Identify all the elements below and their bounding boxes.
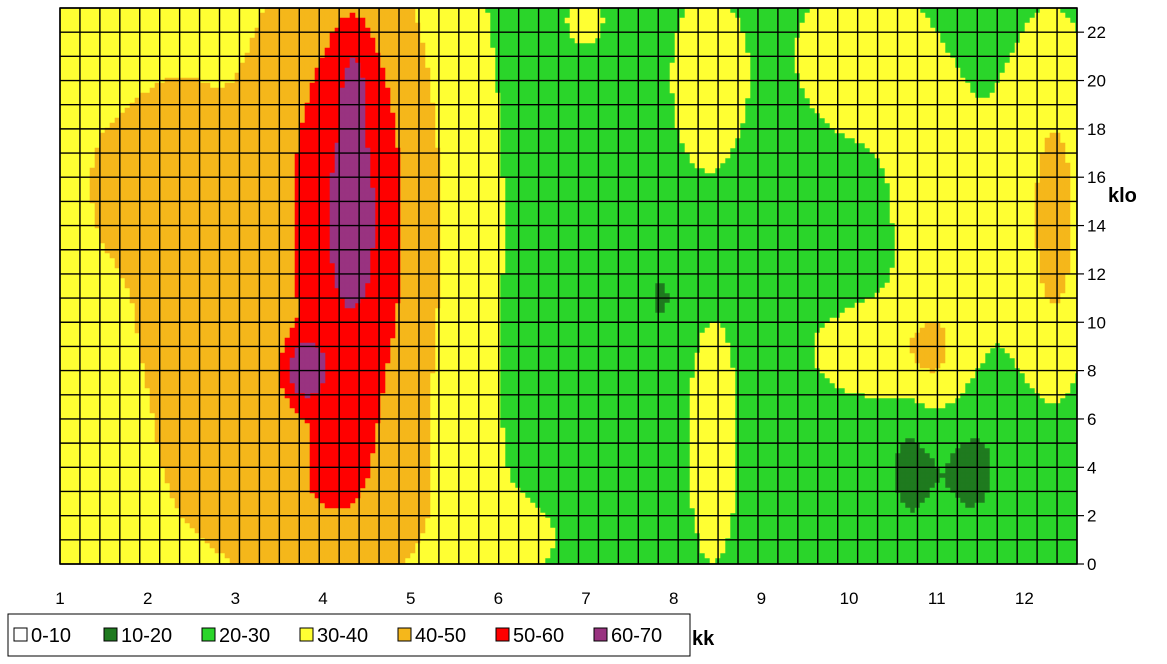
x-tick-label: 4 <box>318 589 327 608</box>
x-tick-label: 12 <box>1015 589 1034 608</box>
x-tick-label: 3 <box>231 589 240 608</box>
legend-label: 40-50 <box>415 625 466 647</box>
legend-swatch <box>103 627 118 642</box>
y-tick-label: 22 <box>1087 23 1106 42</box>
x-tick-label: 10 <box>840 589 859 608</box>
legend-label: 20-30 <box>219 625 270 647</box>
legend-item: 50-60 <box>495 625 564 647</box>
contour-region-40-50 <box>89 8 1071 564</box>
x-tick-label: 8 <box>669 589 678 608</box>
y-tick-label: 8 <box>1087 362 1096 381</box>
x-tick-label: 7 <box>581 589 590 608</box>
x-tick-label: 5 <box>406 589 415 608</box>
legend-label: 30-40 <box>317 625 368 647</box>
x-axis-title: kk <box>692 628 715 650</box>
legend-swatch <box>397 627 412 642</box>
x-tick-label: 11 <box>928 589 946 608</box>
x-tick-label: 2 <box>143 589 152 608</box>
legend-item: 20-30 <box>201 625 270 647</box>
y-tick-label: 18 <box>1087 120 1106 139</box>
y-tick-label: 10 <box>1087 313 1106 332</box>
y-axis: 0 2 4 6 8 10 12 14 16 18 20 22 <box>1077 23 1106 574</box>
y-tick-label: 20 <box>1087 72 1106 91</box>
legend-label: 60-70 <box>611 625 662 647</box>
plot-frame <box>59 7 1078 565</box>
legend: 0-10 10-20 20-30 30-40 40-50 50-60 60-70 <box>7 613 691 657</box>
y-tick-label: 14 <box>1087 217 1106 236</box>
y-tick-label: 12 <box>1087 265 1106 284</box>
x-axis: 1 2 3 4 5 6 7 8 9 10 11 12 <box>55 589 1034 608</box>
y-tick-label: 16 <box>1087 168 1106 187</box>
plot-area <box>60 8 1077 564</box>
legend-item: 0-10 <box>13 625 71 647</box>
x-tick-label: 9 <box>757 589 766 608</box>
legend-swatch <box>13 627 28 642</box>
legend-swatch <box>593 627 608 642</box>
legend-item: 40-50 <box>397 625 466 647</box>
legend-label: 0-10 <box>31 625 71 647</box>
x-tick-label: 1 <box>55 589 64 608</box>
legend-swatch <box>201 627 216 642</box>
y-axis-title: klo <box>1108 185 1137 207</box>
legend-label: 10-20 <box>121 625 172 647</box>
legend-swatch <box>495 627 510 642</box>
y-tick-label: 6 <box>1087 410 1096 429</box>
contour-region-20-30 <box>484 8 1077 564</box>
contour-region-30-40 <box>60 8 1077 564</box>
y-tick-label: 4 <box>1087 458 1096 477</box>
y-tick-label: 2 <box>1087 507 1096 526</box>
y-tick-label: 0 <box>1087 555 1096 574</box>
legend-frame <box>7 613 691 657</box>
legend-swatch <box>299 627 314 642</box>
legend-item: 30-40 <box>299 625 368 647</box>
legend-label: 50-60 <box>513 625 564 647</box>
x-tick-label: 6 <box>494 589 503 608</box>
legend-item: 10-20 <box>103 625 172 647</box>
legend-item: 60-70 <box>593 625 662 647</box>
